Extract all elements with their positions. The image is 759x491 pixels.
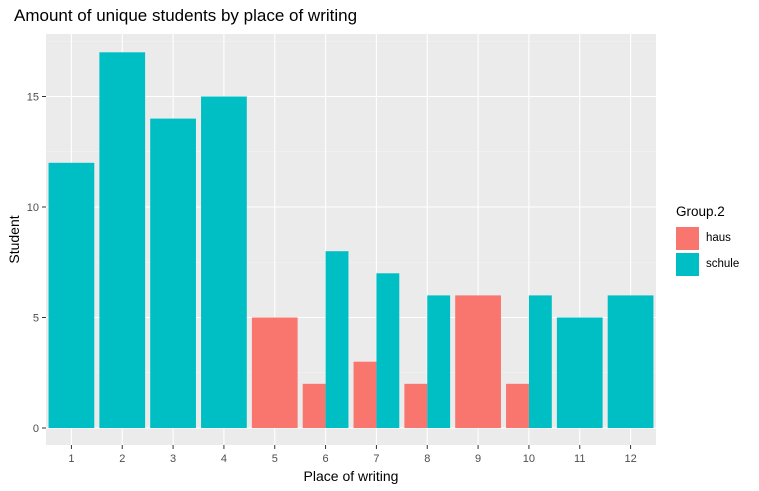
x-tick-label: 4: [221, 453, 227, 465]
bar-schule-1: [48, 162, 95, 429]
legend-label-schule: schule: [706, 258, 740, 270]
bar-schule-12: [607, 295, 654, 428]
bar-schule-4: [201, 96, 247, 428]
chart-title: Amount of unique students by place of wr…: [14, 6, 358, 25]
x-tick-label: 11: [574, 453, 585, 465]
y-axis-label: Student: [6, 215, 22, 263]
plot-panel: [46, 34, 656, 445]
y-tick-label: 5: [33, 313, 39, 325]
bar-schule-11: [556, 317, 603, 428]
bar-haus-6: [302, 383, 326, 428]
x-tick-label: 5: [272, 453, 278, 465]
x-tick-label: 12: [624, 453, 636, 465]
x-tick-label: 3: [170, 453, 176, 465]
bar-schule-8: [427, 295, 451, 428]
legend-swatch-schule: [676, 252, 699, 276]
legend-label-haus: haus: [706, 232, 731, 244]
bar-haus-7: [353, 361, 377, 428]
legend-item-schule: schule: [676, 252, 739, 276]
y-tick-label: 10: [27, 202, 39, 214]
x-tick-label: 7: [373, 453, 379, 465]
bars: [48, 52, 654, 429]
bar-haus-5: [251, 317, 298, 428]
legend-swatch-haus: [676, 226, 699, 250]
bar-schule-3: [150, 118, 196, 428]
x-tick-label: 1: [68, 453, 74, 465]
bar-haus-9: [455, 295, 501, 428]
bar-haus-10: [506, 383, 529, 428]
x-axis-label: Place of writing: [304, 468, 399, 484]
bar-schule-7: [376, 273, 400, 428]
x-tick-label: 6: [323, 453, 329, 465]
y-tick-label: 15: [27, 92, 39, 104]
bar-schule-2: [99, 52, 146, 429]
y-tick-label: 0: [33, 423, 39, 435]
legend: Group.2 haus schule: [676, 204, 739, 278]
x-tick-label: 9: [475, 453, 481, 465]
x-tick-label: 10: [523, 453, 535, 465]
bar-schule-6: [325, 251, 349, 428]
legend-item-haus: haus: [676, 226, 739, 250]
bar-haus-8: [404, 383, 428, 428]
bar-schule-10: [528, 295, 552, 428]
legend-title: Group.2: [676, 204, 725, 219]
x-tick-label: 2: [119, 453, 125, 465]
x-tick-label: 8: [424, 453, 430, 465]
